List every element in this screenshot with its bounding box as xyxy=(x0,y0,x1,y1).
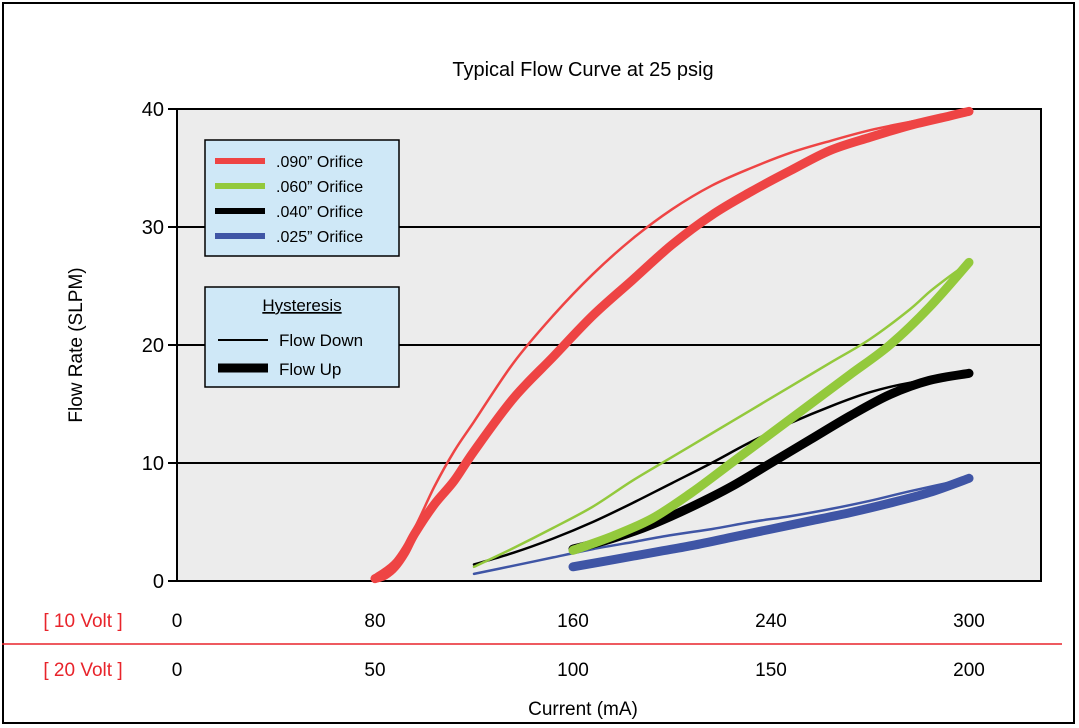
series-line-090-flow-down xyxy=(373,110,971,577)
x-ticks-10-volt: 0 80 160 240 300 xyxy=(172,611,985,632)
series-line-060-flow-down xyxy=(472,261,971,569)
x-ticks-20-volt: 0 50 100 150 200 xyxy=(172,660,985,681)
x-tick-label: 240 xyxy=(755,611,787,632)
y-tick-label: 10 xyxy=(142,453,164,475)
chart-title: Typical Flow Curve at 25 psig xyxy=(452,59,713,81)
series-layer xyxy=(370,106,974,584)
y-tick-label: 40 xyxy=(142,99,164,121)
y-tick-label: 20 xyxy=(142,335,164,357)
x-tick-label: 0 xyxy=(172,611,183,632)
x-tick-label: 0 xyxy=(172,660,183,681)
series-line-040-flow-down xyxy=(472,373,971,566)
x-tick-label: 50 xyxy=(364,660,385,681)
series-line-060-flow-up xyxy=(568,257,974,555)
x-tick-label: 160 xyxy=(557,611,589,632)
y-tick-label: 30 xyxy=(142,217,164,239)
x-scale-10-volt: [ 10 Volt ] 0 80 160 240 300 xyxy=(43,611,984,632)
hysteresis-title: Hysteresis xyxy=(262,296,341,315)
x-scale-20-volt-label: [ 20 Volt ] xyxy=(43,660,122,681)
x-tick-label: 100 xyxy=(557,660,589,681)
hysteresis-label-down: Flow Down xyxy=(279,331,363,350)
x-tick-label: 300 xyxy=(953,611,985,632)
series-line-025-flow-down xyxy=(472,477,971,576)
y-axis-label: Flow Rate (SLPM) xyxy=(66,267,87,422)
hysteresis-legend: Hysteresis Flow Down Flow Up xyxy=(204,286,400,388)
x-axis-label: Current (mA) xyxy=(528,699,638,720)
orifice-legend: .090” Orifice .060” Orifice .040” Orific… xyxy=(204,139,400,257)
x-scale-20-volt: [ 20 Volt ] 0 50 100 150 200 xyxy=(43,660,984,681)
series-line-090-flow-up xyxy=(370,106,974,584)
series-line-025-flow-up xyxy=(568,473,974,572)
x-tick-label: 80 xyxy=(364,611,385,632)
y-tick-label: 0 xyxy=(153,571,164,593)
legend-label-025: .025” Orifice xyxy=(276,229,363,246)
x-tick-label: 150 xyxy=(755,660,787,681)
hysteresis-label-up: Flow Up xyxy=(279,360,341,379)
legend-label-040: .040” Orifice xyxy=(276,204,363,221)
x-tick-label: 200 xyxy=(953,660,985,681)
x-scale-10-volt-label: [ 10 Volt ] xyxy=(43,611,122,632)
legend-label-090: .090” Orifice xyxy=(276,154,363,171)
legend-label-060: .060” Orifice xyxy=(276,179,363,196)
y-axis: 0 10 20 30 40 xyxy=(142,99,177,593)
